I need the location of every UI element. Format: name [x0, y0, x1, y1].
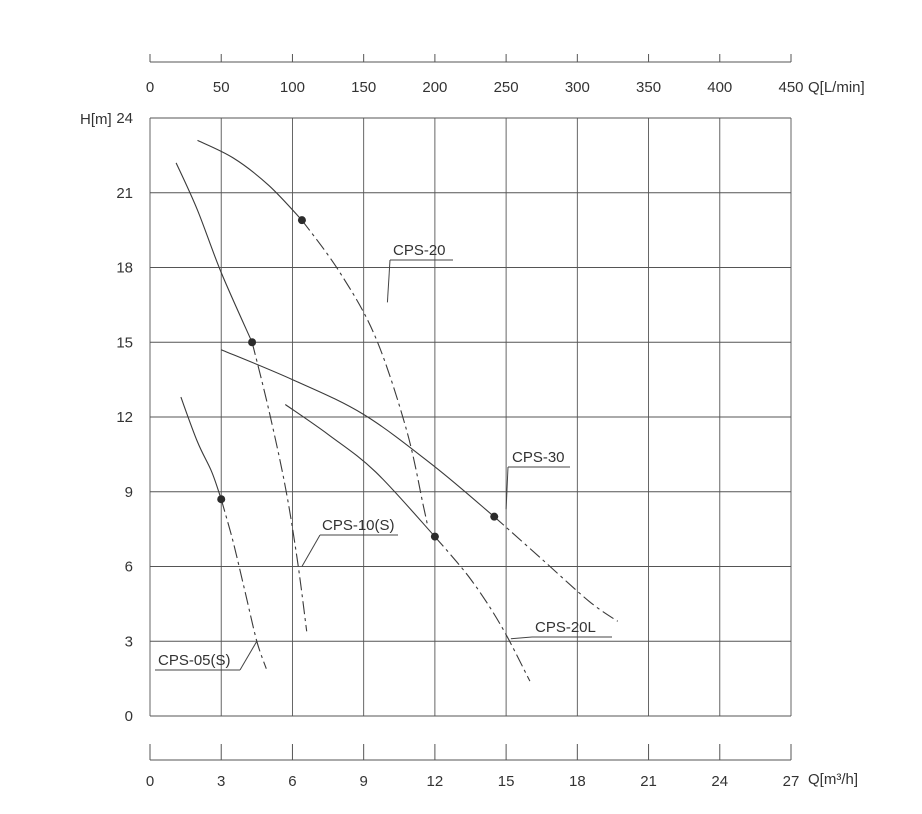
x-top-tick-label: 50: [213, 79, 230, 96]
curves: [175, 139, 619, 682]
x-top-tick-label: 350: [636, 79, 661, 96]
label-cps-05-s: CPS-05(S): [158, 652, 231, 669]
y-tick-label: 24: [116, 110, 133, 127]
x-top-tick-label: 250: [494, 79, 519, 96]
x-top-tick-label: 100: [280, 79, 305, 96]
x-bottom-tick-label: 27: [783, 773, 800, 790]
x-bottom-tick-label: 21: [640, 773, 657, 790]
label-cps-20-leader: [386, 259, 391, 303]
x-bottom-tick-label: 24: [711, 773, 728, 790]
x-bottom-tick-label: 9: [359, 773, 367, 790]
curve-cps-05-s-point: [217, 495, 226, 504]
y-tick-label: 9: [125, 484, 133, 501]
label-cps-30: CPS-30: [512, 449, 565, 466]
x-bottom-tick-label: 0: [146, 773, 154, 790]
curve-cps-20-solid: [197, 139, 303, 221]
curve-cps-20-point: [297, 216, 306, 225]
y-tick-label: 15: [116, 334, 133, 351]
curve-cps-05-s-solid: [180, 396, 222, 500]
curve-cps-30-solid: [220, 349, 495, 518]
y-tick-label: 18: [116, 260, 133, 277]
curve-cps-05-s-dashed: [220, 499, 267, 669]
x-top-tick-label: 0: [146, 79, 154, 96]
x-bottom-tick-label: 18: [569, 773, 586, 790]
axes: 0 3 6 9 12 15 18 21 24 27 0 3 6 9 12 15 18 21 24 0 50 100 150 2…: [116, 54, 804, 790]
x-top-tick-label: 450: [778, 79, 803, 96]
label-cps-20l-leader: [510, 636, 533, 640]
x-axis-top-title: Q[L/min]: [808, 79, 865, 96]
y-axis-title: H[m]: [80, 111, 112, 128]
curve-cps-20-dashed: [301, 219, 429, 527]
label-cps-20l: CPS-20L: [535, 619, 596, 636]
curve-cps-20l-solid: [284, 404, 436, 537]
label-cps-10-s-leader: [301, 534, 321, 567]
label-cps-05-s-leader: [239, 640, 258, 671]
curve-cps-10-s-dashed: [251, 342, 308, 632]
y-tick-label: 21: [116, 185, 133, 202]
x-bottom-tick-label: 3: [217, 773, 225, 790]
y-tick-label: 3: [125, 633, 133, 650]
x-top-tick-label: 400: [707, 79, 732, 96]
curve-cps-30-point: [490, 512, 499, 521]
x-bottom-tick-label: 12: [427, 773, 444, 790]
x-bottom-tick-label: 15: [498, 773, 515, 790]
curve-cps-10-s-solid: [175, 162, 253, 343]
y-tick-label: 12: [116, 409, 133, 426]
y-tick-label: 0: [125, 708, 133, 725]
x-top-tick-label: 150: [351, 79, 376, 96]
label-cps-30-leader: [505, 466, 509, 510]
x-bottom-tick-label: 6: [288, 773, 296, 790]
grid: [149, 117, 792, 717]
x-top-tick-label: 200: [422, 79, 447, 96]
x-axis-bottom-title: Q[m³/h]: [808, 771, 858, 788]
y-tick-label: 6: [125, 559, 133, 576]
x-top-tick-label: 300: [565, 79, 590, 96]
curve-cps-30-dashed: [493, 516, 619, 622]
label-cps-20: CPS-20: [393, 242, 446, 259]
curve-cps-10-s-point: [248, 338, 257, 347]
curve-cps-20l-point: [430, 532, 439, 541]
annotations: CPS-05(S) CPS-10(S) CPS-20 CPS-20L CPS-30: [155, 242, 612, 671]
curve-cps-20l-dashed: [434, 536, 531, 682]
label-cps-10-s: CPS-10(S): [322, 517, 395, 534]
